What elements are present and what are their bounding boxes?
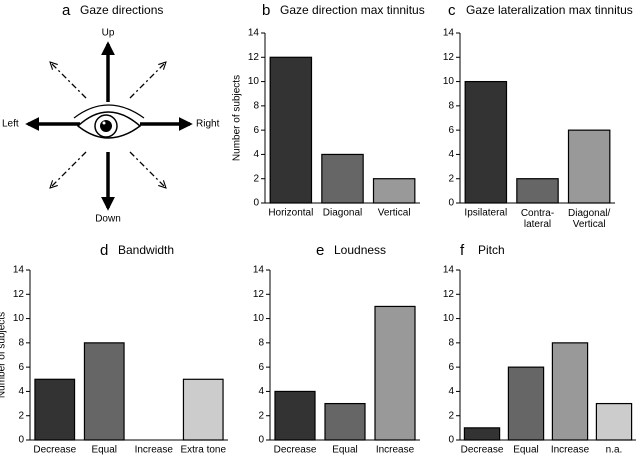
arrows <box>25 41 193 211</box>
y-tick-label: 10 <box>13 313 25 324</box>
direction-label: Right <box>196 119 220 130</box>
y-tick-label: 2 <box>258 410 264 421</box>
y-tick-label: 0 <box>18 435 24 446</box>
x-tick-label: Decrease <box>461 445 504 456</box>
bar <box>321 153 364 204</box>
x-tick-label: Diagonal <box>323 208 362 219</box>
y-tick-label: 12 <box>443 289 455 300</box>
direction-label: Down <box>95 214 121 225</box>
x-tick-label: Increase <box>376 445 415 456</box>
x-tick-label: Diagonal/Vertical <box>568 208 610 230</box>
y-tick-label: 10 <box>248 76 260 87</box>
bar <box>372 178 416 204</box>
x-tick-label: n.a. <box>606 445 623 456</box>
panel-title: Bandwidth <box>118 243 174 257</box>
y-tick-label: 14 <box>443 28 455 39</box>
panel-title: Gaze directions <box>80 3 163 17</box>
y-tick-label: 12 <box>443 52 455 63</box>
x-tick-label: Decrease <box>33 445 76 456</box>
bar <box>464 80 508 204</box>
eye <box>73 104 145 139</box>
bar <box>595 402 633 441</box>
x-tick-label: Ipsilateral <box>464 208 507 219</box>
bar <box>567 129 611 204</box>
x-tick-label: Increase <box>551 445 590 456</box>
direction-label: Left <box>2 119 19 130</box>
y-tick-label: 12 <box>253 289 265 300</box>
y-tick-label: 8 <box>18 337 24 348</box>
y-tick-label: 6 <box>448 362 454 373</box>
bar <box>182 378 224 441</box>
y-tick-label: 2 <box>448 410 454 421</box>
y-tick-label: 12 <box>13 289 25 300</box>
y-tick-label: 6 <box>258 362 264 373</box>
panel-label: b <box>262 2 270 19</box>
panel-label: c <box>448 2 456 19</box>
x-tick-label: Horizontal <box>268 208 313 219</box>
panel-title: Gaze lateralization max tinnitus <box>466 3 633 17</box>
y-tick-label: 10 <box>443 76 455 87</box>
gaze-diagram: a Gaze directions Up Down Left Right <box>2 2 220 225</box>
y-tick-label: 0 <box>258 435 264 446</box>
bar <box>551 342 589 441</box>
diagonal-arrows <box>50 62 166 188</box>
y-tick-label: 6 <box>18 362 24 373</box>
x-tick-label: Decrease <box>274 445 317 456</box>
bar <box>374 305 416 441</box>
y-tick-label: 8 <box>448 337 454 348</box>
panel-label: e <box>316 242 324 259</box>
y-tick-label: 8 <box>253 100 259 111</box>
y-tick-label: 10 <box>443 313 455 324</box>
y-tick-label: 4 <box>448 149 454 160</box>
y-tick-label: 2 <box>448 173 454 184</box>
x-tick-label: Increase <box>135 445 174 456</box>
bar <box>274 390 316 441</box>
y-tick-label: 14 <box>248 28 260 39</box>
y-tick-label: 2 <box>18 410 24 421</box>
y-tick-label: 6 <box>448 125 454 136</box>
y-tick-label: 0 <box>448 435 454 446</box>
y-tick-label: 4 <box>18 386 24 397</box>
x-tick-label: Vertical <box>378 208 411 219</box>
bar <box>507 366 545 441</box>
panel-label: a <box>62 2 71 19</box>
bar <box>516 178 559 204</box>
y-tick-label: 2 <box>253 173 259 184</box>
x-tick-label: Extra tone <box>180 445 226 456</box>
bar <box>463 427 501 441</box>
y-tick-label: 4 <box>448 386 454 397</box>
y-tick-label: 4 <box>253 149 259 160</box>
y-axis-label: Number of subjects <box>0 312 8 398</box>
panel-title: Gaze direction max tinnitus <box>280 3 425 17</box>
bar <box>269 56 313 204</box>
panel-label: d <box>100 242 108 259</box>
bar <box>324 402 366 441</box>
panel-title: Pitch <box>478 243 505 257</box>
y-tick-label: 14 <box>443 265 455 276</box>
y-tick-label: 4 <box>258 386 264 397</box>
y-tick-label: 10 <box>253 313 265 324</box>
bar <box>83 342 125 441</box>
y-tick-label: 6 <box>253 125 259 136</box>
y-tick-label: 14 <box>253 265 265 276</box>
direction-label: Up <box>102 28 115 39</box>
x-tick-label: Equal <box>332 445 358 456</box>
panel-title: Loudness <box>334 243 386 257</box>
y-tick-label: 8 <box>448 100 454 111</box>
x-tick-label: Equal <box>513 445 539 456</box>
y-axis-label: Number of subjects <box>232 75 243 161</box>
y-tick-label: 14 <box>13 265 25 276</box>
y-tick-label: 0 <box>253 198 259 209</box>
x-tick-label: Equal <box>91 445 117 456</box>
bar <box>34 378 76 441</box>
y-tick-label: 8 <box>258 337 264 348</box>
y-tick-label: 0 <box>448 198 454 209</box>
x-tick-label: Contra-lateral <box>521 208 554 230</box>
panel-label: f <box>460 242 465 259</box>
y-tick-label: 12 <box>248 52 260 63</box>
